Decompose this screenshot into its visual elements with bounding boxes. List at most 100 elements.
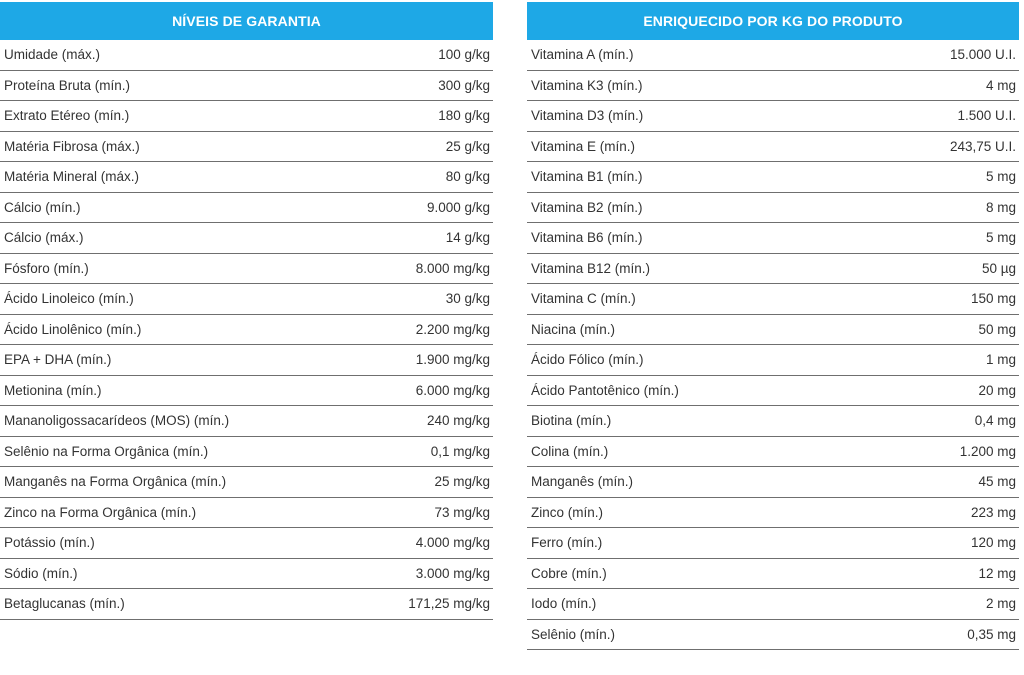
enrichment-rows: Vitamina A (mín.) 15.000 U.I. Vitamina K3 … [527,40,1019,650]
table-row: Vitamina B12 (mín.) 50 µg [527,254,1019,284]
table-row: Selênio (mín.) 0,35 mg [527,620,1019,650]
row-label: Manganês na Forma Orgânica (mín.) [4,474,227,490]
row-value: 25 mg/kg [434,474,490,490]
row-value: 150 mg [970,291,1016,307]
row-value: 2.200 mg/kg [415,321,490,337]
row-value: 0,35 mg [967,626,1016,642]
table-row: Ácido Linolênico (mín.) 2.200 mg/kg [0,315,493,345]
row-label: Cálcio (mín.) [4,199,81,215]
row-label: Selênio na Forma Orgânica (mín.) [4,443,209,459]
row-label: Ácido Fólico (mín.) [531,352,644,368]
row-value: 4.000 mg/kg [415,535,490,551]
table-row: Vitamina D3 (mín.) 1.500 U.I. [527,101,1019,132]
row-label: Betaglucanas (mín.) [4,596,125,612]
table-row: Iodo (mín.) 2 mg [527,589,1019,620]
row-label: Matéria Fibrosa (máx.) [4,138,140,154]
table-row: EPA + DHA (mín.) 1.900 mg/kg [0,345,493,376]
row-value: 5 mg [985,230,1016,246]
row-value: 12 mg [978,565,1016,581]
row-value: 1.900 mg/kg [415,352,490,368]
table-row: Ácido Linoleico (mín.) 30 g/kg [0,284,493,315]
row-label: Vitamina B12 (mín.) [531,260,651,276]
table-row: Manganês na Forma Orgânica (mín.) 25 mg/k… [0,467,493,498]
row-value: 20 mg [978,382,1016,398]
row-value: 243,75 U.I. [949,138,1016,154]
table-row: Vitamina A (mín.) 15.000 U.I. [527,40,1019,71]
table-row: Selênio na Forma Orgânica (mín.) 0,1 mg/k… [0,437,493,467]
table-row: Vitamina B1 (mín.) 5 mg [527,162,1019,193]
table-row: Biotina (mín.) 0,4 mg [527,406,1019,437]
row-label: Manganês (mín.) [531,474,634,490]
table-row: Betaglucanas (mín.) 171,25 mg/kg [0,589,493,620]
row-label: Iodo (mín.) [531,596,597,612]
row-label: Zinco na Forma Orgânica (mín.) [4,504,197,520]
row-value: 1.500 U.I. [957,108,1016,124]
row-label: Ácido Linoleico (mín.) [4,291,134,307]
table-row: Cobre (mín.) 12 mg [527,559,1019,589]
table-row: Ácido Pantotênico (mín.) 20 mg [527,376,1019,406]
row-value: 223 mg [970,504,1016,520]
row-value: 50 µg [981,260,1016,276]
table-row: Ferro (mín.) 120 mg [527,528,1019,559]
row-value: 25 g/kg [445,138,490,154]
row-value: 2 mg [985,596,1016,612]
table-row: Cálcio (máx.) 14 g/kg [0,223,493,254]
row-label: Ferro (mín.) [531,535,603,551]
row-label: Vitamina D3 (mín.) [531,108,644,124]
row-value: 14 g/kg [445,230,490,246]
table-row: Mananoligossacarídeos (MOS) (mín.) 240 mg… [0,406,493,437]
row-label: Fósforo (mín.) [4,260,89,276]
table-row: Sódio (mín.) 3.000 mg/kg [0,559,493,589]
table-row: Zinco (mín.) 223 mg [527,498,1019,528]
row-value: 30 g/kg [445,291,490,307]
row-label: Colina (mín.) [531,443,609,459]
row-label: Vitamina B1 (mín.) [531,169,643,185]
row-label: Sódio (mín.) [4,565,78,581]
row-label: Mananoligossacarídeos (MOS) (mín.) [4,413,230,429]
row-label: Vitamina E (mín.) [531,138,636,154]
row-value: 9.000 g/kg [426,199,490,215]
row-value: 8.000 mg/kg [415,260,490,276]
row-label: Vitamina B2 (mín.) [531,199,643,215]
guarantee-levels-header: NÍVEIS DE GARANTIA [0,2,493,40]
row-value: 0,1 mg/kg [430,443,490,459]
row-label: Vitamina B6 (mín.) [531,230,643,246]
table-row: Proteína Bruta (mín.) 300 g/kg [0,71,493,101]
table-row: Zinco na Forma Orgânica (mín.) 73 mg/kg [0,498,493,528]
row-value: 1 mg [985,352,1016,368]
table-row: Vitamina C (mín.) 150 mg [527,284,1019,315]
row-value: 80 g/kg [445,169,490,185]
row-label: Cobre (mín.) [531,565,607,581]
row-value: 3.000 mg/kg [415,565,490,581]
table-row: Extrato Etéreo (mín.) 180 g/kg [0,101,493,132]
row-label: Selênio (mín.) [531,626,616,642]
row-value: 50 mg [978,321,1016,337]
table-row: Ácido Fólico (mín.) 1 mg [527,345,1019,376]
row-value: 0,4 mg [974,413,1016,429]
row-label: EPA + DHA (mín.) [4,352,112,368]
row-label: Ácido Linolênico (mín.) [4,321,142,337]
table-row: Matéria Mineral (máx.) 80 g/kg [0,162,493,193]
guarantee-levels-table: NÍVEIS DE GARANTIA Umidade (máx.) 100 g/k… [0,2,493,620]
row-value: 171,25 mg/kg [408,596,490,612]
row-label: Matéria Mineral (máx.) [4,169,140,185]
row-label: Extrato Etéreo (mín.) [4,108,130,124]
table-row: Cálcio (mín.) 9.000 g/kg [0,193,493,223]
row-value: 5 mg [985,169,1016,185]
row-value: 300 g/kg [438,77,490,93]
row-value: 1.200 mg [959,443,1016,459]
row-value: 45 mg [978,474,1016,490]
table-row: Niacina (mín.) 50 mg [527,315,1019,345]
table-row: Fósforo (mín.) 8.000 mg/kg [0,254,493,284]
row-value: 180 g/kg [438,108,490,124]
row-label: Vitamina C (mín.) [531,291,636,307]
row-value: 6.000 mg/kg [415,382,490,398]
table-row: Vitamina B2 (mín.) 8 mg [527,193,1019,223]
row-label: Cálcio (máx.) [4,230,84,246]
row-value: 120 mg [970,535,1016,551]
row-label: Vitamina A (mín.) [531,47,634,63]
row-value: 100 g/kg [438,47,490,63]
row-value: 15.000 U.I. [949,47,1016,63]
row-label: Potássio (mín.) [4,535,95,551]
row-value: 73 mg/kg [434,504,490,520]
